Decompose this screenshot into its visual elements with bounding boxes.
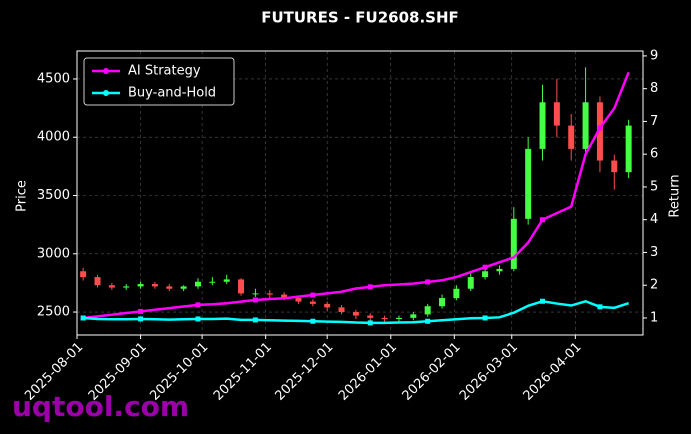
chart-title: FUTURES - FU2608.SHF bbox=[261, 9, 459, 27]
candle-body bbox=[194, 281, 201, 287]
legend-label: Buy-and-Hold bbox=[128, 86, 216, 101]
candle-body bbox=[108, 285, 115, 288]
y2-tick-label: 4 bbox=[650, 212, 658, 227]
candle-body bbox=[252, 293, 259, 295]
candle-body bbox=[209, 281, 216, 283]
line-marker bbox=[138, 308, 144, 314]
return-line bbox=[83, 299, 630, 325]
line-marker bbox=[482, 315, 488, 321]
line-marker bbox=[425, 279, 431, 285]
y2-tick-label: 9 bbox=[650, 48, 658, 63]
line-marker bbox=[310, 318, 316, 324]
candle-body bbox=[568, 125, 575, 149]
line-marker bbox=[425, 318, 431, 324]
candle-body bbox=[625, 125, 632, 173]
y2-tick-label: 8 bbox=[650, 81, 658, 96]
legend-marker bbox=[103, 90, 109, 96]
candle-body bbox=[496, 268, 503, 272]
candle-body bbox=[137, 284, 144, 287]
line-marker bbox=[597, 304, 603, 310]
candle-body bbox=[395, 317, 402, 320]
y2-tick-label: 1 bbox=[650, 310, 658, 325]
line-marker bbox=[252, 317, 258, 323]
y-tick-label: 3000 bbox=[37, 246, 70, 261]
candle-body bbox=[166, 286, 173, 289]
y2-tick-label: 3 bbox=[650, 245, 658, 260]
line-marker bbox=[80, 315, 86, 321]
candle-body bbox=[180, 286, 187, 289]
candle-body bbox=[324, 303, 331, 308]
candle-body bbox=[611, 160, 618, 173]
y-tick-label: 2500 bbox=[37, 305, 70, 320]
candle-body bbox=[367, 315, 374, 318]
legend-label: AI Strategy bbox=[128, 64, 201, 79]
legend: AI Strategy Buy-and-Hold bbox=[83, 57, 235, 106]
y-tick-label: 4000 bbox=[37, 130, 70, 145]
candle-body bbox=[410, 314, 417, 318]
line-marker bbox=[540, 298, 546, 304]
line-marker bbox=[195, 302, 201, 308]
candle-body bbox=[510, 218, 517, 269]
line-marker bbox=[597, 125, 603, 131]
plot-frame bbox=[76, 50, 644, 336]
candle-body bbox=[123, 286, 130, 288]
line-marker bbox=[252, 297, 258, 303]
y2-tick-label: 6 bbox=[650, 147, 658, 162]
y-axis-label: Price bbox=[15, 180, 30, 212]
y-tick-label: 3500 bbox=[37, 188, 70, 203]
y2-tick-label: 2 bbox=[650, 278, 658, 293]
candle-body bbox=[439, 298, 446, 307]
candle-body bbox=[525, 148, 532, 219]
candle-body bbox=[553, 102, 560, 126]
line-marker bbox=[195, 316, 201, 322]
candle-body bbox=[223, 279, 230, 282]
legend-box bbox=[83, 57, 235, 106]
watermark: uqtool.com bbox=[12, 390, 189, 423]
y2-axis-label: Return bbox=[668, 174, 683, 217]
candle-body bbox=[151, 284, 158, 287]
candle-body bbox=[266, 293, 273, 295]
candle-body bbox=[80, 271, 87, 278]
candle-body bbox=[381, 317, 388, 320]
candle-body bbox=[467, 277, 474, 289]
candle-body bbox=[295, 298, 302, 302]
candle-body bbox=[424, 306, 431, 315]
candle-body bbox=[539, 102, 546, 149]
candle-body bbox=[582, 102, 589, 149]
candle-body bbox=[596, 102, 603, 161]
candle-body bbox=[352, 312, 359, 316]
line-marker bbox=[540, 217, 546, 223]
y2-tick-label: 7 bbox=[650, 114, 658, 129]
line-marker bbox=[367, 284, 373, 290]
y-tick-label: 4500 bbox=[37, 71, 70, 86]
return-line bbox=[83, 71, 630, 320]
candle-body bbox=[482, 271, 489, 278]
candle-body bbox=[281, 294, 288, 299]
candle-body bbox=[238, 279, 245, 294]
line-marker bbox=[367, 320, 373, 326]
candle-body bbox=[453, 288, 460, 299]
candle-body bbox=[309, 301, 316, 304]
line-marker bbox=[482, 264, 488, 270]
line-marker bbox=[138, 316, 144, 322]
y2-tick-label: 5 bbox=[650, 179, 658, 194]
candle-body bbox=[94, 277, 101, 286]
candle-body bbox=[338, 307, 345, 313]
legend-marker bbox=[103, 68, 109, 74]
line-marker bbox=[310, 292, 316, 298]
